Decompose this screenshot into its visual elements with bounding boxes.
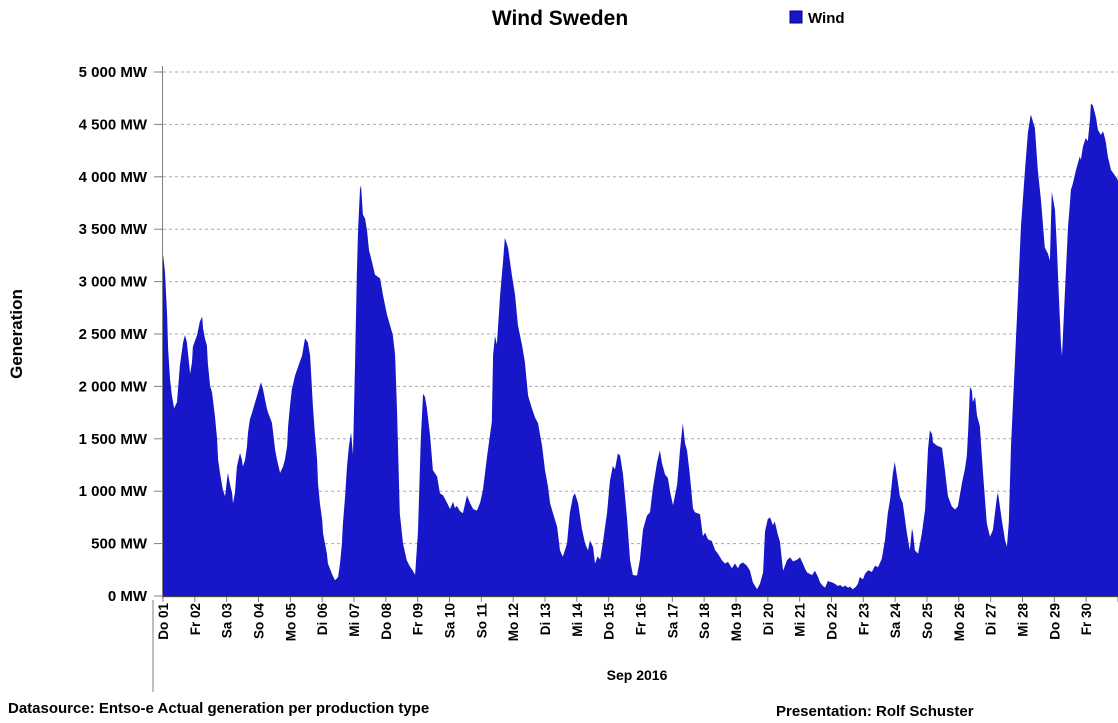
x-tick-labels: Do 01 Fr 02 Sa 03 So 04 Mo 05 Di 06 Mi 07 Do 08… (156, 597, 1118, 641)
y-tick-label-4500: 4 500 MW (79, 116, 148, 133)
axes (152, 66, 1118, 692)
x-tick-label-14: Mi 14 (570, 603, 585, 637)
x-tick-label-11: So 11 (474, 603, 489, 639)
x-tick-label-5: Mo 05 (283, 603, 298, 642)
legend-wind-swatch-icon (789, 10, 803, 24)
y-tick-label-500: 500 MW (91, 536, 148, 553)
x-tick-label-19: Mo 19 (729, 603, 744, 641)
x-tick-label-4: So 04 (252, 603, 267, 640)
x-tick-label-13: Di 13 (538, 603, 553, 636)
y-tick-label-3500: 3 500 MW (79, 221, 148, 238)
y-tick-label-1500: 1 500 MW (79, 431, 148, 448)
x-tick-label-28: Mi 28 (1016, 603, 1031, 637)
footer-presentation: Presentation: Rolf Schuster (776, 703, 974, 720)
legend-wind-label: Wind (808, 10, 845, 27)
x-tick-label-18: So 18 (697, 603, 712, 640)
x-tick-label-27: Di 27 (984, 603, 999, 635)
x-tick-label-16: Fr 16 (634, 603, 649, 636)
x-tick-label-15: Do 15 (602, 603, 617, 640)
y-tick-label-2500: 2 500 MW (79, 326, 148, 343)
x-tick-label-29: Do 29 (1047, 603, 1062, 640)
wind-area-path (163, 103, 1118, 597)
chart-title: Wind Sweden (492, 7, 628, 30)
x-tick-label-12: Mo 12 (506, 603, 521, 641)
x-axis-month-label: Sep 2016 (607, 667, 668, 683)
x-tick-label-20: Di 20 (761, 603, 776, 635)
y-tick-label-5000: 5 000 MW (79, 64, 148, 81)
y-tick-label-2000: 2 000 MW (79, 378, 148, 395)
wind-area-series (163, 103, 1118, 597)
footer-datasource: Datasource: Entso-e Actual generation pe… (8, 700, 429, 717)
y-tick-label-3000: 3 000 MW (79, 274, 148, 291)
x-tick-label-1: Do 01 (156, 603, 171, 640)
y-tick-label-4000: 4 000 MW (79, 169, 148, 186)
x-tick-label-2: Fr 02 (188, 603, 203, 635)
x-tick-label-30: Fr 30 (1079, 603, 1094, 635)
y-axis-title: Generation (7, 289, 26, 379)
x-tick-label-21: Mi 21 (793, 603, 808, 637)
y-tick-label-0: 0 MW (108, 588, 148, 605)
y-tick-label-1000: 1 000 MW (79, 483, 148, 500)
x-tick-label-7: Mi 07 (347, 603, 362, 637)
x-tick-label-6: Di 06 (315, 603, 330, 636)
x-tick-label-9: Fr 09 (411, 603, 426, 635)
x-tick-label-17: Sa 17 (665, 603, 680, 638)
x-tick-label-25: So 25 (920, 603, 935, 640)
y-tick-labels: 0 MW 500 MW 1 000 MW 1 500 MW 2 000 MW 2 500 … (79, 64, 163, 605)
x-tick-label-10: Sa 10 (443, 603, 458, 638)
x-tick-label-3: Sa 03 (220, 603, 235, 639)
x-tick-label-24: Sa 24 (888, 603, 903, 639)
x-tick-label-8: Do 08 (379, 603, 394, 640)
x-tick-label-26: Mo 26 (952, 603, 967, 642)
x-tick-label-22: Do 22 (825, 603, 840, 640)
x-tick-label-23: Fr 23 (856, 603, 871, 636)
